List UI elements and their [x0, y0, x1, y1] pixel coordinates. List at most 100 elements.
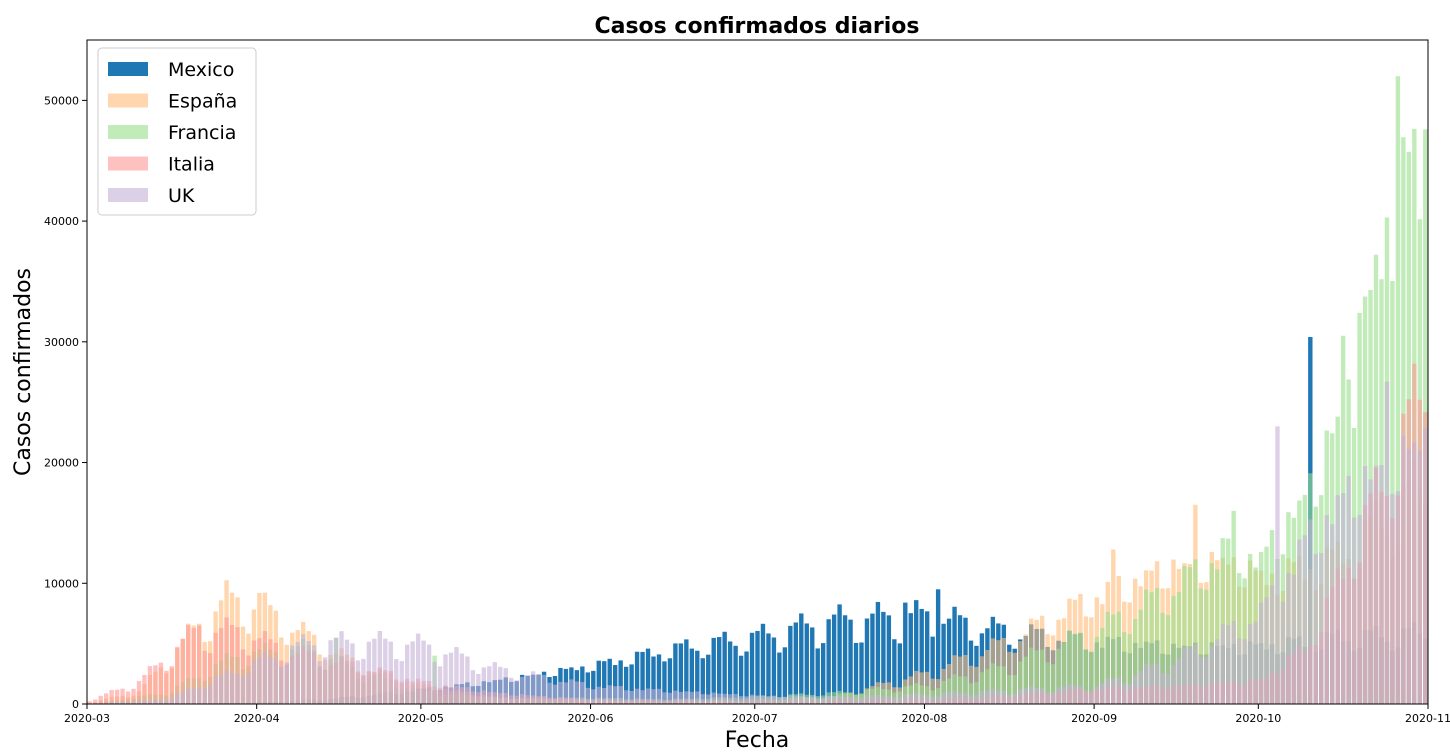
- bar: [1330, 524, 1334, 704]
- bar: [301, 634, 305, 704]
- bar: [372, 639, 376, 704]
- bar: [1204, 657, 1208, 704]
- bar: [317, 661, 321, 704]
- bar: [1018, 689, 1022, 704]
- bar: [547, 683, 551, 704]
- bar: [514, 680, 518, 704]
- bar: [1314, 554, 1318, 704]
- bar: [1045, 693, 1049, 704]
- bar: [816, 648, 820, 704]
- x-axis-label: Fecha: [725, 728, 790, 749]
- bar: [755, 631, 759, 704]
- bar: [985, 690, 989, 704]
- y-axis-label: Casos confirmados: [11, 268, 36, 476]
- bar: [662, 692, 666, 704]
- bar: [1149, 665, 1153, 704]
- bar: [980, 691, 984, 704]
- bar: [657, 689, 661, 704]
- bar: [268, 657, 272, 704]
- bar: [230, 673, 234, 704]
- bar: [695, 691, 699, 704]
- bar: [608, 685, 612, 704]
- legend-label: Italia: [168, 154, 215, 176]
- bar: [761, 624, 765, 704]
- bar: [1106, 678, 1110, 704]
- bar: [1253, 622, 1257, 704]
- bar: [602, 688, 606, 704]
- bar: [717, 694, 721, 704]
- bar: [1308, 519, 1312, 704]
- bar: [569, 679, 573, 704]
- bar: [1248, 624, 1252, 704]
- bar: [1374, 466, 1378, 704]
- bar: [394, 659, 398, 704]
- bar: [848, 620, 852, 704]
- bar: [887, 696, 891, 704]
- bar: [952, 691, 956, 704]
- bar: [821, 643, 825, 704]
- bar: [279, 667, 283, 704]
- bar: [1084, 691, 1088, 704]
- bar: [750, 633, 754, 704]
- bar: [1418, 451, 1422, 704]
- bar: [345, 640, 349, 704]
- bar: [356, 660, 360, 704]
- bar: [1341, 493, 1345, 704]
- bar: [504, 668, 508, 704]
- bar: [558, 682, 562, 704]
- bar: [1007, 694, 1011, 704]
- bar: [454, 647, 458, 704]
- bar: [788, 626, 792, 704]
- bar: [536, 674, 540, 704]
- x-tick-label: 2020-11: [1405, 712, 1450, 725]
- bar: [1412, 443, 1416, 704]
- bar: [432, 662, 436, 704]
- x-tick-label: 2020-05: [398, 712, 444, 725]
- bar: [761, 695, 765, 704]
- bar: [208, 685, 212, 704]
- bar: [668, 693, 672, 704]
- bar: [367, 642, 371, 704]
- legend-swatch: [108, 188, 148, 202]
- bar: [120, 689, 124, 704]
- bar: [1056, 688, 1060, 705]
- bar: [142, 675, 146, 704]
- bar: [821, 698, 825, 704]
- bar: [1226, 625, 1230, 704]
- bar: [575, 681, 579, 704]
- bars-layer: [88, 76, 1428, 704]
- bar: [925, 695, 929, 704]
- legend-swatch: [108, 94, 148, 108]
- bar: [159, 700, 163, 704]
- bar: [531, 671, 535, 704]
- bar: [1013, 693, 1017, 704]
- bar: [624, 690, 628, 704]
- y-tick-label: 50000: [44, 94, 79, 107]
- bar: [613, 686, 617, 704]
- bar: [1034, 688, 1038, 704]
- bar: [257, 658, 261, 704]
- bar: [263, 652, 267, 704]
- bar: [1390, 494, 1394, 704]
- bar: [772, 696, 776, 704]
- legend-swatch: [108, 157, 148, 171]
- bar: [449, 653, 453, 704]
- bar: [1221, 624, 1225, 704]
- bar: [219, 675, 223, 704]
- series-francia: [88, 76, 1428, 704]
- bar: [892, 697, 896, 704]
- bar: [766, 633, 770, 704]
- bar: [98, 696, 102, 704]
- bar: [618, 686, 622, 704]
- bar: [958, 693, 962, 704]
- bar: [684, 691, 688, 704]
- bar: [744, 696, 748, 704]
- bar: [750, 695, 754, 704]
- bar: [137, 700, 141, 704]
- bar: [865, 695, 869, 704]
- bar: [482, 667, 486, 704]
- bar: [1100, 683, 1104, 704]
